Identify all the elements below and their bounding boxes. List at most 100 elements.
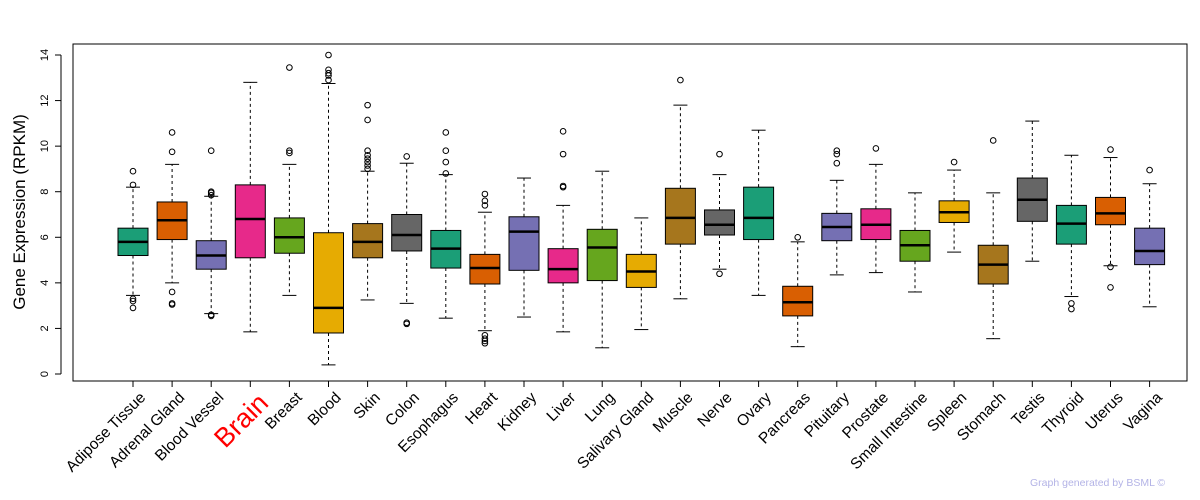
outlier-point (1107, 263, 1114, 271)
outlier-point (364, 165, 371, 173)
x-label-thyroid: Thyroid (1039, 389, 1088, 438)
outlier-point (129, 181, 137, 189)
outlier-point (325, 69, 332, 77)
box-nerve (704, 150, 735, 278)
outlier-point (325, 66, 332, 74)
box-esophagus (430, 129, 462, 319)
outlier-point (207, 147, 215, 154)
outlier-point (364, 116, 371, 124)
outlier-point (716, 150, 723, 158)
box-iqr (664, 187, 696, 245)
box-liver (547, 128, 579, 333)
outlier-point (207, 188, 215, 196)
y-tick-label: 8 (39, 189, 51, 195)
outlier-point (1146, 166, 1153, 174)
x-label-vagina: Vagina (1120, 389, 1166, 435)
outlier-point (833, 150, 841, 158)
y-axis: 0 2 4 6 8 10 12 14 (39, 49, 62, 377)
box-small-intestine (899, 192, 931, 293)
outlier-point (325, 51, 332, 59)
outlier-point (481, 197, 489, 205)
box-brain (234, 81, 266, 333)
x-label-liver: Liver (544, 389, 580, 425)
outlier-point (168, 148, 176, 156)
outlier-point (481, 335, 489, 342)
box-ovary (743, 129, 775, 296)
outlier-point (1107, 284, 1114, 291)
outlier-point (129, 297, 137, 305)
box-colon (391, 153, 423, 328)
y-tick-label: 14 (39, 49, 51, 61)
box-iqr (508, 216, 540, 271)
outlier-point (207, 191, 215, 199)
x-label-uterus: Uterus (1082, 389, 1126, 433)
box-pituitary (821, 147, 853, 276)
outlier-point (207, 311, 215, 319)
x-label-kidney: Kidney (495, 389, 541, 435)
outlier-point (442, 129, 450, 136)
box-muscle (664, 76, 696, 300)
y-tick-label: 2 (39, 325, 51, 331)
outlier-point (1068, 300, 1075, 307)
x-label-blood: Blood (305, 389, 345, 429)
outlier-point (481, 190, 489, 198)
outlier-point (1107, 146, 1114, 153)
outlier-point (364, 162, 371, 169)
x-label-muscle: Muscle (650, 389, 697, 436)
box-iqr (1095, 196, 1126, 226)
plot-layer (117, 51, 1166, 366)
box-testis (1016, 120, 1048, 262)
outlier-point (129, 295, 137, 303)
outlier-point (364, 101, 371, 109)
outlier-point (129, 304, 137, 312)
outlier-point (559, 128, 567, 135)
outlier-point (286, 147, 293, 154)
x-label-nerve: Nerve (694, 389, 735, 430)
box-spleen (938, 158, 970, 253)
outlier-point (168, 288, 176, 296)
outlier-point (129, 167, 137, 175)
outlier-point (364, 155, 371, 162)
outlier-point (481, 339, 489, 347)
box-iqr (313, 232, 344, 334)
box-pancreas (782, 233, 814, 348)
y-tick-label: 4 (39, 280, 51, 286)
y-tick-label: 10 (39, 140, 51, 152)
outlier-point (481, 202, 489, 209)
outlier-point (403, 319, 411, 327)
box-prostate (860, 145, 892, 274)
y-tick-label: 12 (39, 94, 51, 106)
outlier-point (325, 76, 332, 84)
box-heart (469, 190, 501, 347)
outlier-point (168, 129, 176, 136)
outlier-point (1068, 305, 1075, 313)
y-tick-label: 0 (39, 371, 51, 377)
x-label-skin: Skin (350, 389, 383, 422)
box-iqr (273, 217, 305, 254)
outlier-point (989, 137, 997, 144)
credit-text: Graph generated by BSML © (1030, 477, 1166, 489)
box-adipose-tissue (117, 167, 149, 312)
box-iqr (547, 248, 579, 284)
box-thyroid (1055, 154, 1087, 313)
box-kidney (508, 177, 540, 318)
outlier-point (872, 145, 880, 152)
box-salivary-gland (625, 217, 657, 331)
outlier-point (364, 147, 371, 154)
box-uterus (1095, 146, 1126, 291)
outlier-point (950, 158, 958, 166)
outlier-point (481, 331, 489, 339)
outlier-point (286, 149, 293, 157)
outlier-point (442, 158, 450, 166)
outlier-point (559, 150, 567, 158)
y-axis-label: Gene Expression (RPKM) (10, 114, 29, 310)
box-lung (586, 170, 618, 349)
outlier-point (442, 147, 450, 154)
box-iqr (1134, 227, 1166, 266)
box-blood (313, 51, 344, 366)
outlier-point (403, 153, 411, 160)
outlier-point (559, 182, 567, 190)
box-iqr (704, 209, 735, 236)
box-adrenal-gland (156, 129, 188, 308)
